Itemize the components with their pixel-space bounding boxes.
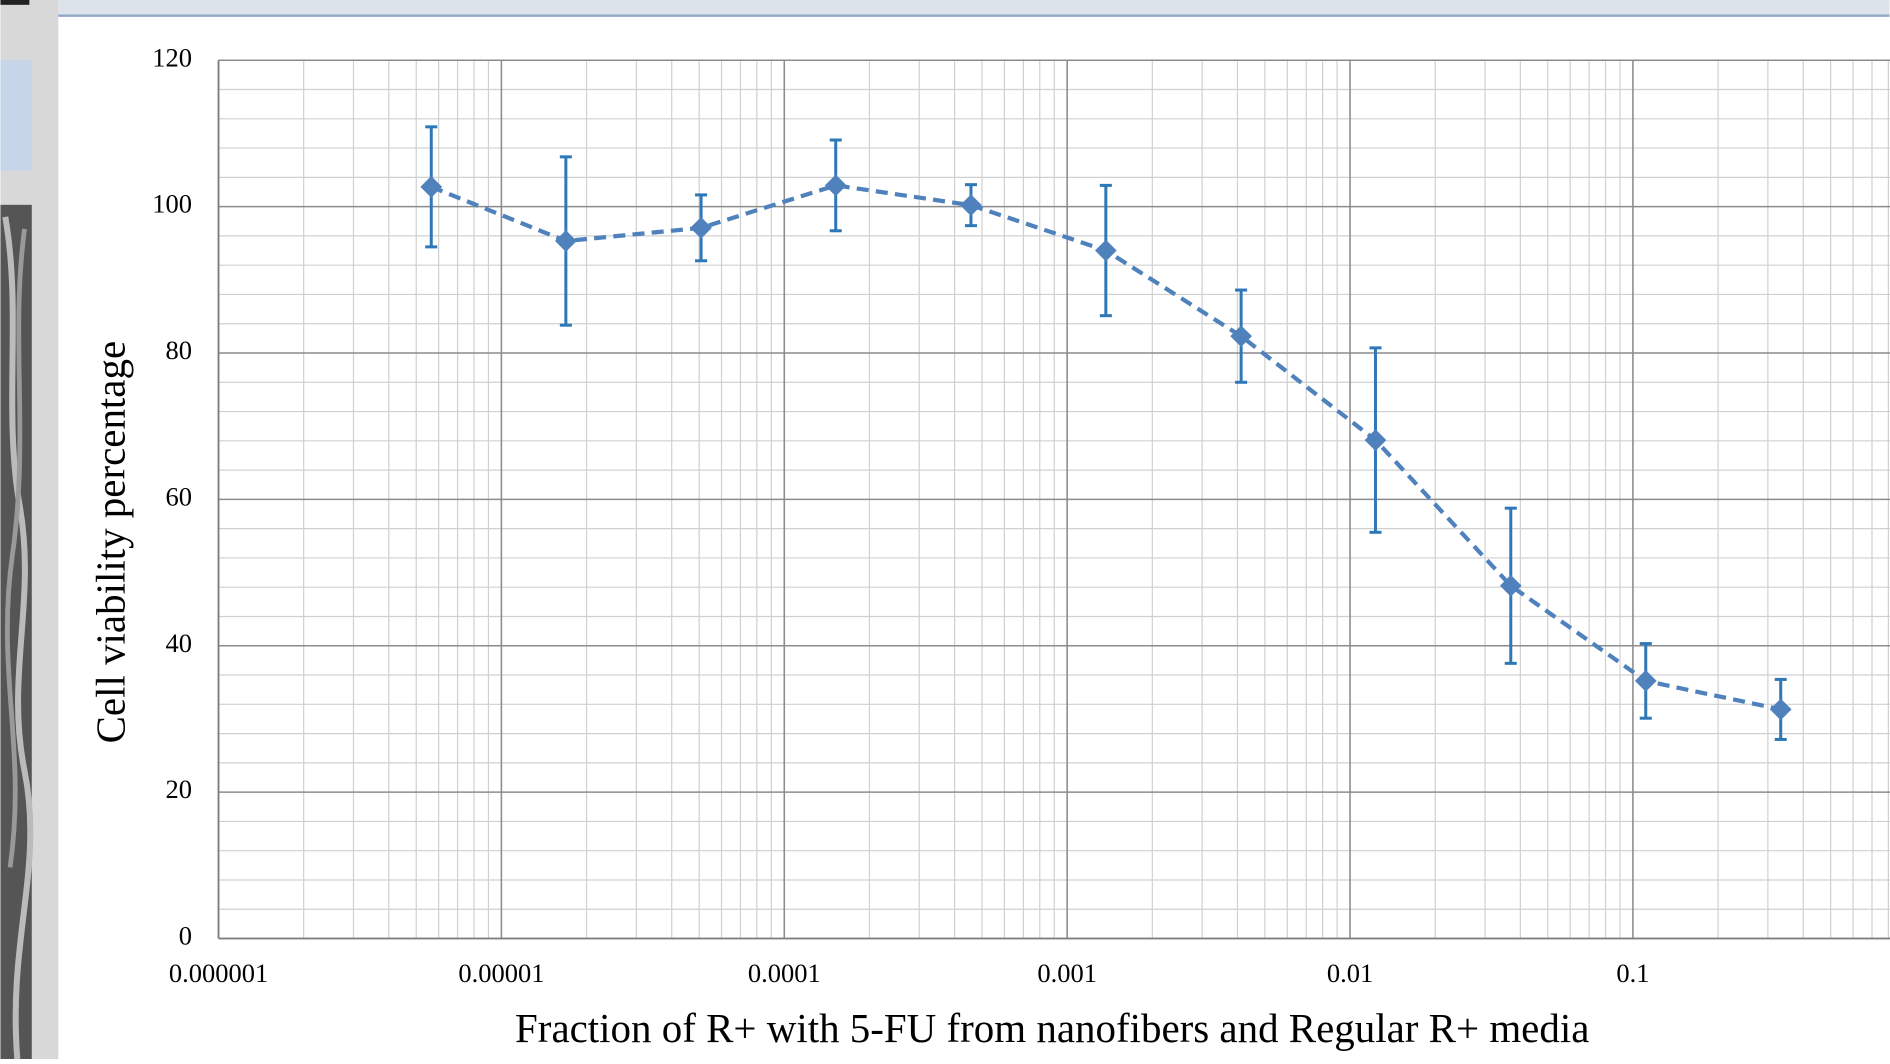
data-point	[1499, 574, 1522, 597]
top-corner	[0, 0, 30, 5]
data-point	[690, 217, 712, 239]
data-point	[420, 176, 443, 198]
x-tick-label: 0.01	[1327, 958, 1373, 988]
y-tick-label: 80	[166, 335, 193, 365]
y-tick-label: 100	[152, 189, 192, 219]
y-tick-label: 0	[179, 921, 192, 951]
y-tick-label: 40	[166, 628, 193, 658]
data-point	[1634, 670, 1657, 692]
data-point	[1230, 325, 1252, 348]
side-image-texture	[2, 216, 34, 1060]
x-tick-label: 0.0001	[748, 958, 821, 988]
x-tick-label: 0.000001	[169, 958, 268, 988]
data-point	[555, 230, 577, 252]
data-point	[1769, 698, 1792, 721]
side-box	[0, 60, 32, 172]
y-tick-label: 120	[152, 42, 192, 72]
x-tick-label: 0.1	[1616, 958, 1649, 988]
y-tick-label: 60	[166, 481, 193, 511]
y-tick-label: 20	[166, 774, 193, 804]
data-point	[960, 194, 982, 216]
y-axis-title: Cell viability percentage	[87, 341, 133, 744]
x-axis-title: Fraction of R+ with 5-FU from nanofibers…	[515, 1005, 1589, 1051]
top-bar	[58, 0, 1890, 16]
data-point	[1364, 429, 1387, 451]
side-image-texture	[4, 228, 27, 868]
data-point	[1094, 239, 1117, 262]
x-tick-label: 0.00001	[458, 958, 544, 988]
x-tick-label: 0.001	[1037, 958, 1097, 988]
